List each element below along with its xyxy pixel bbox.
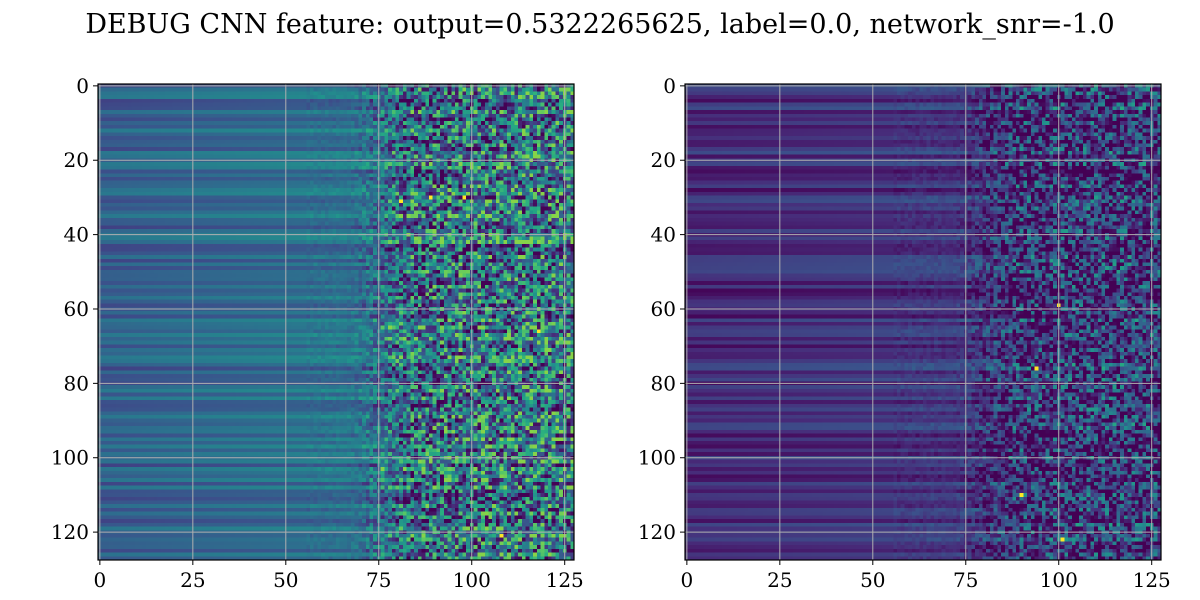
heatmap-image [98, 84, 574, 560]
figure-title: DEBUG CNN feature: output=0.5322265625, … [85, 9, 1114, 40]
y-tick-label: 100 [51, 446, 89, 470]
y-tick-label: 40 [651, 223, 676, 247]
x-tick-label: 125 [546, 568, 584, 592]
heatmap-image [685, 84, 1161, 560]
heatmap-panel-1: 0 25 50 75 100 125 0 20 40 60 80 100 120 [51, 74, 584, 592]
y-tick-label: 120 [638, 520, 676, 544]
x-tick-label: 0 [680, 568, 693, 592]
x-tick-label: 0 [93, 568, 106, 592]
x-tick-label: 75 [366, 568, 391, 592]
x-tick-label: 100 [453, 568, 491, 592]
heatmap-panel-2: 0 25 50 75 100 125 0 20 40 60 80 100 120 [638, 74, 1171, 592]
x-tick-label: 25 [180, 568, 205, 592]
y-tick-label: 20 [651, 148, 676, 172]
y-tick-label: 120 [51, 520, 89, 544]
x-tick-label: 100 [1040, 568, 1078, 592]
y-tick-label: 20 [64, 148, 89, 172]
x-tick-label: 50 [273, 568, 298, 592]
y-tick-label: 80 [651, 371, 676, 395]
x-tick-label: 50 [860, 568, 885, 592]
axes-frame [97, 83, 575, 561]
y-tick-label: 0 [76, 74, 89, 98]
axes-frame [684, 83, 1162, 561]
x-tick-label: 75 [953, 568, 978, 592]
x-tick-label: 125 [1133, 568, 1171, 592]
y-tick-label: 60 [651, 297, 676, 321]
x-tick-label: 25 [767, 568, 792, 592]
y-tick-label: 0 [663, 74, 676, 98]
y-tick-label: 80 [64, 371, 89, 395]
y-tick-label: 60 [64, 297, 89, 321]
y-tick-label: 40 [64, 223, 89, 247]
y-tick-label: 100 [638, 446, 676, 470]
